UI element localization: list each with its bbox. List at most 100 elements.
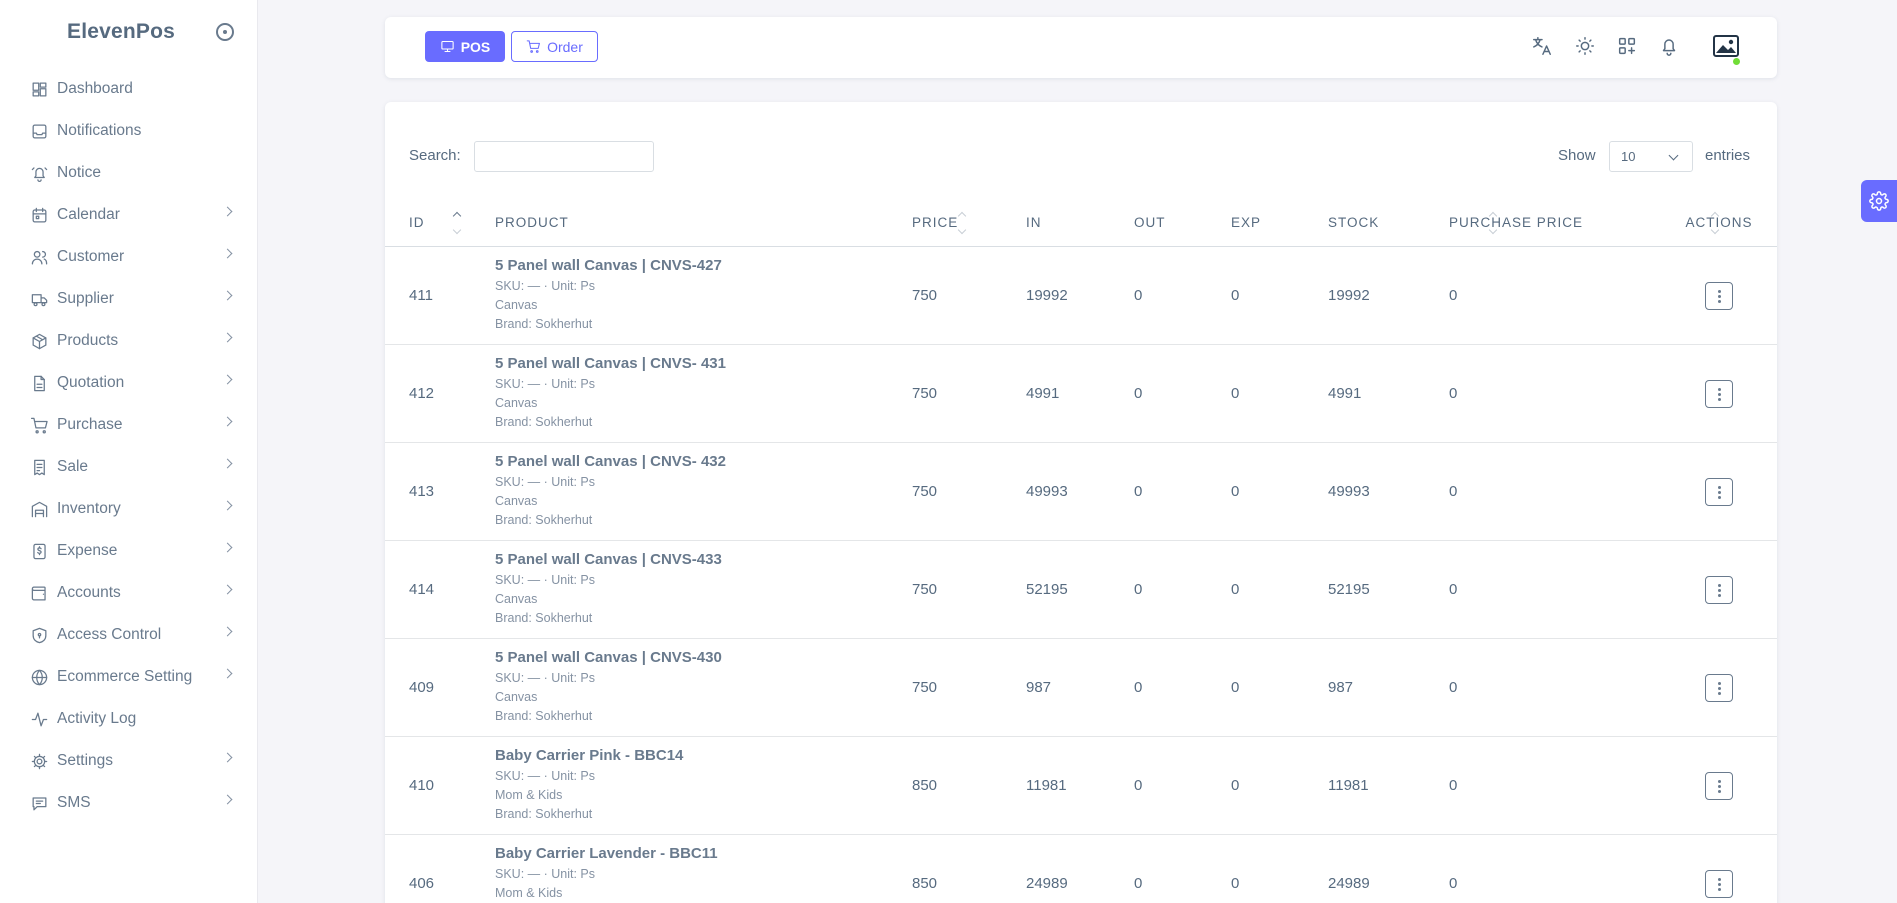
bell-icon[interactable] [1657, 34, 1681, 58]
file-icon [29, 373, 49, 393]
product-brand: Brand: Sokherhut [495, 708, 593, 723]
customizer-toggle-button[interactable] [1861, 180, 1897, 222]
column-header-exp[interactable]: EXP [1207, 199, 1304, 247]
product-stock-card: Search: Show 10 entries ID PRODUCT PRICE… [385, 102, 1777, 903]
column-header-in[interactable]: IN [1002, 199, 1110, 247]
cell-out: 0 [1110, 246, 1207, 345]
row-actions-button[interactable] [1705, 772, 1733, 801]
column-header-id[interactable]: ID [385, 199, 471, 247]
cell-exp: 0 [1207, 540, 1304, 639]
message-icon [29, 793, 49, 813]
sidebar-item-label: Ecommerce Setting [57, 668, 193, 685]
activity-icon [29, 709, 49, 729]
cell-in: 4991 [1002, 344, 1110, 443]
sidebar-item-ecommerce-setting[interactable]: Ecommerce Setting [0, 656, 258, 698]
chevron-right-icon [222, 416, 233, 427]
table-body: 411 5 Panel wall Canvas | CNVS-427 SKU: — … [385, 246, 1777, 903]
sidebar-item-quotation[interactable]: Quotation [0, 362, 258, 404]
sidebar-item-notice[interactable]: Notice [0, 152, 258, 194]
row-actions-button[interactable] [1705, 380, 1733, 409]
cell-exp: 0 [1207, 344, 1304, 443]
cell-out: 0 [1110, 834, 1207, 903]
sidebar-item-inventory[interactable]: Inventory [0, 488, 258, 530]
sidebar-toggle-icon[interactable] [216, 23, 234, 41]
product-category: Canvas [495, 591, 538, 606]
product-category: Canvas [495, 297, 538, 312]
row-actions-button[interactable] [1705, 870, 1733, 899]
cell-id: 414 [385, 540, 471, 639]
cell-price: 850 [888, 834, 1002, 903]
chevron-right-icon [222, 794, 233, 805]
cell-exp: 0 [1207, 442, 1304, 541]
pos-button[interactable]: POS [425, 31, 505, 62]
sidebar-item-label: Sale [57, 458, 89, 475]
sidebar-item-access-control[interactable]: Access Control [0, 614, 258, 656]
sidebar-item-accounts[interactable]: Accounts [0, 572, 258, 614]
sidebar-item-activity-log[interactable]: Activity Log [0, 698, 258, 740]
dashboard-icon [29, 79, 49, 99]
monitor-icon [441, 40, 454, 53]
table-row: 411 5 Panel wall Canvas | CNVS-427 SKU: — … [385, 246, 1777, 345]
cell-actions [1661, 638, 1777, 737]
product-category: Canvas [495, 493, 538, 508]
chevron-right-icon [222, 500, 233, 511]
apps-add-icon[interactable] [1615, 34, 1639, 58]
avatar[interactable] [1712, 33, 1740, 59]
cell-stock: 49993 [1304, 442, 1425, 541]
cell-actions [1661, 834, 1777, 903]
translate-icon[interactable] [1530, 34, 1554, 58]
sidebar-item-sms[interactable]: SMS [0, 782, 258, 824]
row-actions-button[interactable] [1705, 576, 1733, 605]
cell-purchase-price: 0 [1425, 246, 1661, 345]
sidebar-item-products[interactable]: Products [0, 320, 258, 362]
column-header-purchase-price[interactable]: PURCHASE PRICE [1425, 199, 1661, 247]
row-actions-button[interactable] [1705, 674, 1733, 703]
order-button[interactable]: Order [511, 31, 598, 62]
cell-purchase-price: 0 [1425, 540, 1661, 639]
column-header-stock[interactable]: STOCK [1304, 199, 1425, 247]
brand-logo[interactable]: ElevenPos [67, 20, 176, 43]
chevron-right-icon [222, 248, 233, 259]
table-row: 410 Baby Carrier Pink - BBC14 SKU: — · Uni… [385, 736, 1777, 835]
sidebar-item-calendar[interactable]: Calendar [0, 194, 258, 236]
cell-price: 750 [888, 638, 1002, 737]
sun-icon[interactable] [1573, 34, 1597, 58]
sidebar-item-expense[interactable]: Expense [0, 530, 258, 572]
table-row: 412 5 Panel wall Canvas | CNVS- 431 SKU: —… [385, 344, 1777, 443]
column-header-product[interactable]: PRODUCT [471, 199, 888, 247]
column-header-price[interactable]: PRICE [888, 199, 1002, 247]
sidebar-item-sale[interactable]: Sale [0, 446, 258, 488]
cell-price: 750 [888, 246, 1002, 345]
sidebar-menu: Dashboard Notifications Notice Calendar Cust… [0, 68, 258, 824]
sidebar-item-settings[interactable]: Settings [0, 740, 258, 782]
sidebar-item-label: Supplier [57, 290, 114, 307]
search-input[interactable] [474, 141, 654, 172]
sort-icon [453, 211, 462, 237]
sidebar-item-customer[interactable]: Customer [0, 236, 258, 278]
cell-stock: 4991 [1304, 344, 1425, 443]
sidebar-item-notifications[interactable]: Notifications [0, 110, 258, 152]
cell-exp: 0 [1207, 834, 1304, 903]
sidebar-item-label: Quotation [57, 374, 125, 391]
cell-product: 5 Panel wall Canvas | CNVS- 431 SKU: — · … [471, 344, 888, 443]
cell-purchase-price: 0 [1425, 638, 1661, 737]
sidebar-item-dashboard[interactable]: Dashboard [0, 68, 258, 110]
cell-actions [1661, 246, 1777, 345]
cell-product: 5 Panel wall Canvas | CNVS- 432 SKU: — · … [471, 442, 888, 541]
product-sku: SKU: — · Unit: Ps [495, 866, 596, 881]
cell-out: 0 [1110, 638, 1207, 737]
cell-out: 0 [1110, 736, 1207, 835]
product-brand: Brand: Sokherhut [495, 414, 593, 429]
row-actions-button[interactable] [1705, 478, 1733, 507]
shield-icon [29, 625, 49, 645]
sidebar-item-supplier[interactable]: Supplier [0, 278, 258, 320]
entries-per-page-select[interactable]: 10 [1609, 141, 1693, 172]
column-header-out[interactable]: OUT [1110, 199, 1207, 247]
cell-id: 412 [385, 344, 471, 443]
sidebar-item-label: Notice [57, 164, 101, 181]
row-actions-button[interactable] [1705, 282, 1733, 311]
cell-actions [1661, 540, 1777, 639]
chevron-right-icon [222, 542, 233, 553]
sidebar-item-label: Customer [57, 248, 125, 265]
sidebar-item-purchase[interactable]: Purchase [0, 404, 258, 446]
